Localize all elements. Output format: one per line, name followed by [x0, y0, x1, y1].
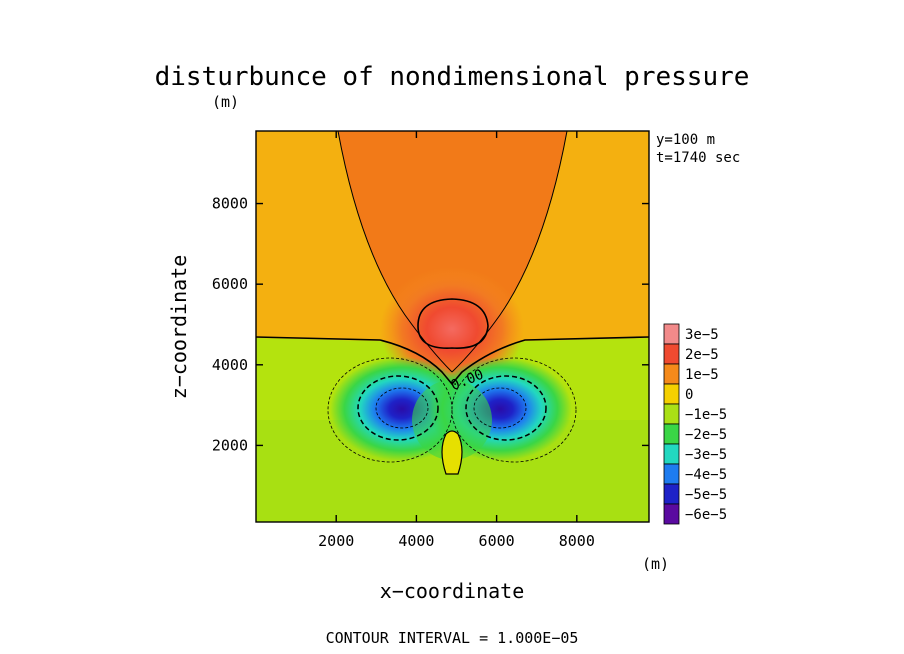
y-axis-label: z−coordinate — [167, 255, 191, 400]
colorbar-swatch — [663, 363, 680, 385]
colorbar-label: −4e−5 — [685, 467, 727, 483]
y-tick-label: 6000 — [212, 275, 248, 293]
x-unit-label: (m) — [642, 555, 669, 573]
colorbar-label: −2e−5 — [685, 427, 727, 443]
colorbar-swatch — [663, 463, 680, 485]
contour-right-outer — [451, 357, 577, 463]
y-axis-ticks: 2000 4000 6000 8000 — [212, 195, 649, 454]
x-tick-label: 8000 — [559, 532, 595, 550]
x-tick-label: 4000 — [398, 532, 434, 550]
x-axis-label: x−coordinate — [380, 579, 525, 603]
colorbar-label: 2e−5 — [685, 347, 719, 363]
colorbar-swatch — [663, 343, 680, 365]
colorbar: 3e−5 2e−5 1e−5 0 −1e−5 −2e−5 −3e−5 −4e−5 −5e−5 −6… — [663, 323, 727, 525]
contour-interval-note: CONTOUR INTERVAL = 1.000E−05 — [326, 629, 579, 647]
colorbar-swatch — [663, 403, 680, 425]
x-tick-label: 2000 — [318, 532, 354, 550]
contour-plume-left — [337, 131, 453, 373]
colorbar-label: −5e−5 — [685, 487, 727, 503]
info-y-position: y=100 m — [656, 132, 715, 148]
positive-pocket — [442, 431, 462, 474]
y-tick-label: 8000 — [212, 195, 248, 213]
x-tick-label: 6000 — [479, 532, 515, 550]
colorbar-swatch — [663, 483, 680, 505]
colorbar-label: −3e−5 — [685, 447, 727, 463]
y-tick-label: 4000 — [212, 356, 248, 374]
colorbar-label: −6e−5 — [685, 507, 727, 523]
contour-left-mid — [357, 375, 439, 441]
colorbar-label: −1e−5 — [685, 407, 727, 423]
y-tick-label: 2000 — [212, 436, 248, 454]
colorbar-swatch — [663, 383, 680, 405]
x-axis-ticks: 2000 4000 6000 8000 — [318, 131, 595, 550]
chart-title: disturbunce of nondimensional pressure — [155, 62, 750, 92]
colorbar-swatch — [663, 503, 680, 525]
contour-zero-line — [256, 336, 649, 386]
colorbar-label: 0 — [685, 387, 693, 403]
colorbar-swatch — [663, 443, 680, 465]
contour-right-mid — [465, 375, 547, 441]
contour-left-inner — [375, 387, 429, 429]
y-unit-label: (m) — [212, 93, 239, 111]
info-time: t=1740 sec — [656, 150, 740, 166]
contour-high-core — [417, 298, 489, 349]
contour-pocket — [441, 430, 463, 475]
central-green-area — [412, 380, 492, 460]
contour-right-inner — [473, 387, 527, 429]
colorbar-swatch — [663, 423, 680, 445]
plot-frame — [255, 130, 650, 523]
plume-fill — [338, 131, 567, 372]
contour-plume-right — [451, 131, 568, 373]
colorbar-label: 3e−5 — [685, 327, 719, 343]
plot-area: 0.00 — [256, 131, 649, 522]
colorbar-swatch — [663, 323, 680, 345]
colorbar-label: 1e−5 — [685, 367, 719, 383]
contour-left-outer — [327, 357, 453, 463]
